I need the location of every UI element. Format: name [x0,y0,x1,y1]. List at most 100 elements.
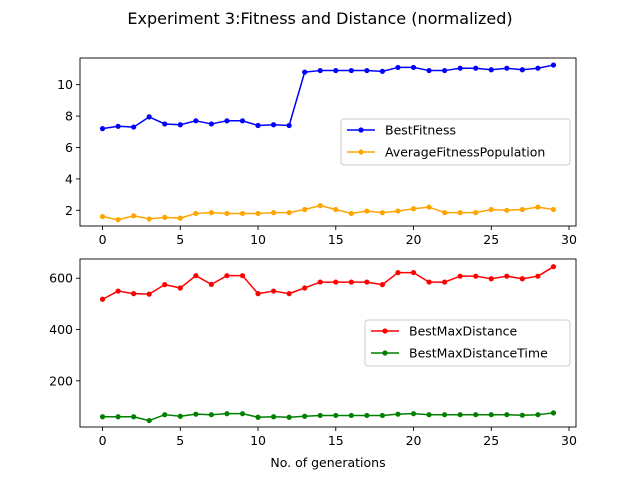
legend-box [364,319,571,367]
data-point-AverageFitnessPopulation [504,207,510,213]
data-point-BestMaxDistanceTime [410,411,417,417]
data-point-BestFitness [317,67,323,74]
data-point-AverageFitnessPopulation [535,204,541,210]
data-point-BestFitness [348,67,354,74]
data-point-AverageFitnessPopulation [317,202,323,209]
series-line-BestMaxDistance [102,266,554,300]
data-point-BestMaxDistanceTime [504,412,510,418]
data-point-BestFitness [177,122,183,128]
data-point-BestMaxDistanceTime [333,412,339,419]
data-point-AverageFitnessPopulation [426,204,432,210]
data-point-BestMaxDistanceTime [131,414,137,420]
data-point-BestFitness [193,118,199,124]
x-tick-label: 15 [328,232,344,247]
data-point-BestMaxDistance [177,285,183,291]
data-point-BestMaxDistance [317,279,323,285]
data-point-BestMaxDistanceTime [99,414,106,420]
x-tick-label: 15 [328,433,344,448]
top-subplot: 0 5 10 15 20 25 30 2 4 6 8 10 BestFitness AverageFitn… [57,57,577,247]
data-point-AverageFitnessPopulation [333,206,339,213]
data-point-BestMaxDistanceTime [270,414,277,420]
data-point-AverageFitnessPopulation [395,208,401,214]
data-point-BestMaxDistance [348,279,354,285]
data-point-BestFitness [457,65,463,71]
data-point-BestFitness [302,69,308,75]
data-point-AverageFitnessPopulation [239,210,246,217]
y-tick-label: 4 [65,171,73,186]
legend: BestMaxDistance BestMaxDistanceTime [364,319,571,367]
data-point-BestMaxDistance [426,279,432,285]
data-point-BestFitness [379,68,386,74]
data-point-BestFitness [115,123,121,129]
data-point-AverageFitnessPopulation [286,210,292,216]
data-point-AverageFitnessPopulation [146,216,152,222]
data-point-BestFitness [535,65,541,71]
data-point-AverageFitnessPopulation [550,206,557,213]
y-tick-label: 6 [65,140,73,155]
data-point-AverageFitnessPopulation [519,206,525,213]
data-point-AverageFitnessPopulation [364,208,370,214]
data-point-BestMaxDistance [333,279,339,285]
data-point-BestMaxDistance [488,276,494,282]
data-point-AverageFitnessPopulation [208,210,214,216]
data-point-BestFitness [333,67,339,74]
legend-marker-AverageFitnessPopulation [358,149,364,155]
data-point-BestMaxDistanceTime [348,412,354,419]
y-tick-label: 8 [65,109,73,124]
legend-box [340,118,571,166]
data-point-BestMaxDistance [99,296,106,302]
x-tick-label: 25 [483,433,499,448]
x-tick-label: 10 [250,232,266,247]
x-tick-label: 0 [99,433,107,448]
data-point-BestMaxDistanceTime [457,412,463,418]
data-point-BestMaxDistance [302,285,308,291]
data-point-AverageFitnessPopulation [115,217,121,223]
data-point-BestMaxDistanceTime [488,412,494,418]
axes-frame [79,258,577,428]
y-tick-label: 200 [49,373,73,388]
data-point-BestMaxDistanceTime [224,411,230,417]
bottom-subplot: 0 5 10 15 20 25 30 200 400 600 No. of generations B… [49,258,577,470]
data-point-BestFitness [364,67,370,74]
data-point-BestMaxDistanceTime [239,411,246,417]
data-point-AverageFitnessPopulation [442,210,448,216]
data-point-BestFitness [286,122,292,129]
data-point-BestMaxDistance [442,279,448,285]
data-point-BestMaxDistanceTime [442,412,448,418]
legend-label: BestMaxDistance [409,324,517,339]
data-point-BestFitness [146,114,152,120]
data-point-AverageFitnessPopulation [270,210,277,216]
data-point-AverageFitnessPopulation [255,210,261,217]
data-point-AverageFitnessPopulation [302,206,308,213]
data-point-BestMaxDistance [473,273,479,279]
data-point-BestFitness [131,124,137,130]
data-point-BestMaxDistance [395,269,401,276]
data-point-AverageFitnessPopulation [177,215,183,221]
data-point-BestFitness [395,64,401,71]
data-point-BestFitness [550,62,557,68]
data-point-BestFitness [162,121,168,127]
data-point-BestMaxDistance [208,281,214,287]
x-tick-label: 10 [250,433,266,448]
data-point-AverageFitnessPopulation [224,210,230,217]
data-point-BestMaxDistanceTime [364,412,370,419]
data-point-BestFitness [224,118,230,124]
data-point-BestMaxDistance [504,273,510,279]
x-axis-label: No. of generations [270,455,385,470]
x-tick-label: 20 [406,433,422,448]
legend-marker-BestMaxDistanceTime [382,350,388,356]
x-tick-label: 5 [176,232,184,247]
x-tick-label: 5 [176,433,184,448]
y-tick-label: 600 [49,271,73,286]
data-point-BestMaxDistance [379,282,386,288]
data-point-BestMaxDistanceTime [302,413,308,419]
data-point-BestMaxDistance [224,273,230,279]
data-point-BestMaxDistance [364,279,370,285]
y-tick-label: 2 [65,203,73,218]
data-point-BestMaxDistanceTime [426,412,432,418]
data-point-BestMaxDistance [193,273,199,279]
data-point-BestMaxDistanceTime [193,411,199,417]
data-point-AverageFitnessPopulation [473,210,479,216]
data-point-AverageFitnessPopulation [410,206,417,212]
